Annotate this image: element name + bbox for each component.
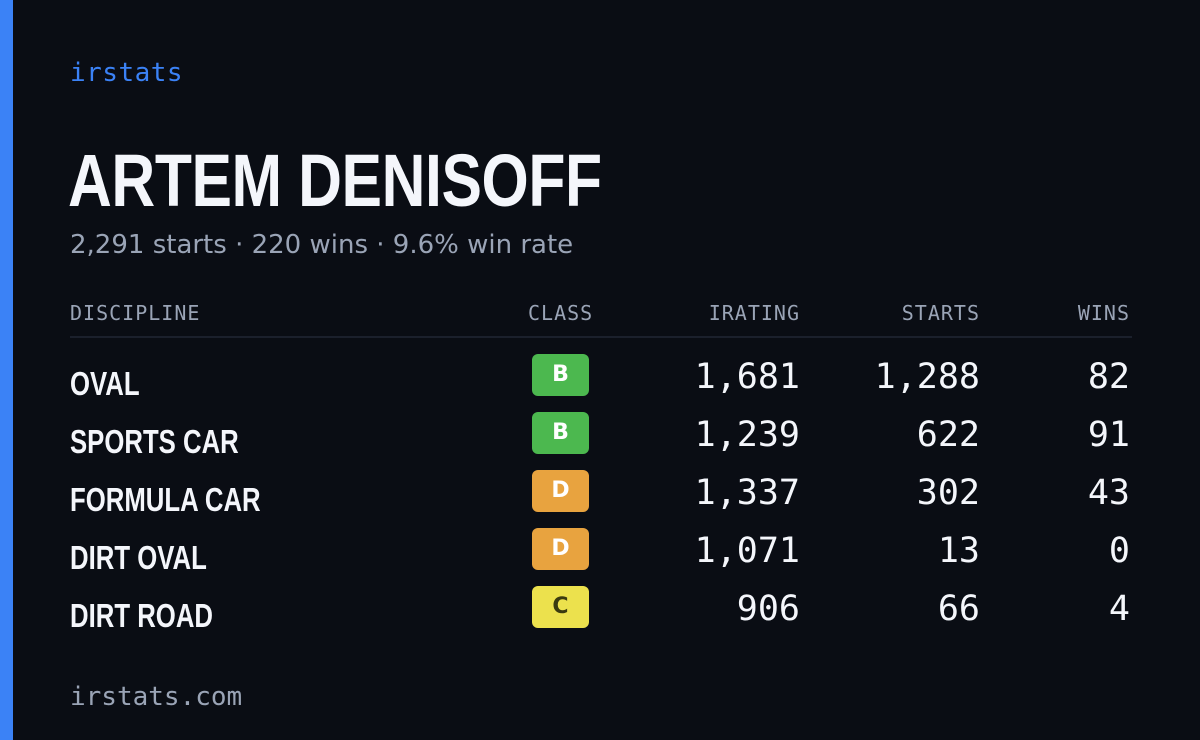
- starts-value: 622: [916, 415, 980, 455]
- class-badge: B: [532, 412, 589, 454]
- class-badge: D: [532, 470, 589, 512]
- irating-value: 1,337: [694, 473, 800, 513]
- driver-summary: 2,291 starts · 220 wins · 9.6% win rate: [70, 230, 574, 260]
- table-row: OVAL B 1,681 1,288 82: [70, 354, 1132, 412]
- discipline-name: SPORTS CAR: [70, 423, 239, 460]
- driver-name: ARTEM DENISOFF: [68, 139, 602, 222]
- header-discipline: DISCIPLINE: [70, 301, 201, 325]
- irating-value: 1,239: [694, 415, 800, 455]
- starts-value: 66: [937, 589, 980, 629]
- discipline-name: DIRT ROAD: [70, 597, 213, 634]
- header-class: CLASS: [528, 301, 594, 325]
- irating-value: 906: [736, 589, 800, 629]
- wins-value: 91: [1087, 415, 1130, 455]
- brand-logo: irstats: [70, 58, 184, 88]
- table-row: DIRT ROAD C 906 66 4: [70, 586, 1132, 644]
- discipline-name: FORMULA CAR: [70, 481, 261, 518]
- irating-value: 1,681: [694, 357, 800, 397]
- starts-value: 1,288: [874, 357, 980, 397]
- wins-value: 43: [1087, 473, 1130, 513]
- wins-value: 82: [1087, 357, 1130, 397]
- stats-table: DISCIPLINE CLASS IRATING STARTS WINS OVA…: [70, 296, 1132, 644]
- irating-value: 1,071: [694, 531, 800, 571]
- table-header: DISCIPLINE CLASS IRATING STARTS WINS: [70, 296, 1132, 338]
- wins-value: 0: [1108, 531, 1130, 571]
- header-irating: IRATING: [708, 301, 800, 325]
- header-wins: WINS: [1077, 301, 1130, 325]
- table-row: SPORTS CAR B 1,239 622 91: [70, 412, 1132, 470]
- header-starts: STARTS: [901, 301, 980, 325]
- starts-value: 302: [916, 473, 980, 513]
- table-body: OVAL B 1,681 1,288 82 SPORTS CAR B 1,239…: [70, 354, 1132, 644]
- class-badge: C: [532, 586, 589, 628]
- accent-bar: [0, 0, 13, 740]
- wins-value: 4: [1108, 589, 1130, 629]
- table-row: FORMULA CAR D 1,337 302 43: [70, 470, 1132, 528]
- discipline-name: OVAL: [70, 365, 140, 402]
- table-row: DIRT OVAL D 1,071 13 0: [70, 528, 1132, 586]
- starts-value: 13: [937, 531, 980, 571]
- footer-url: irstats.com: [70, 682, 243, 712]
- discipline-name: DIRT OVAL: [70, 539, 207, 576]
- class-badge: B: [532, 354, 589, 396]
- class-badge: D: [532, 528, 589, 570]
